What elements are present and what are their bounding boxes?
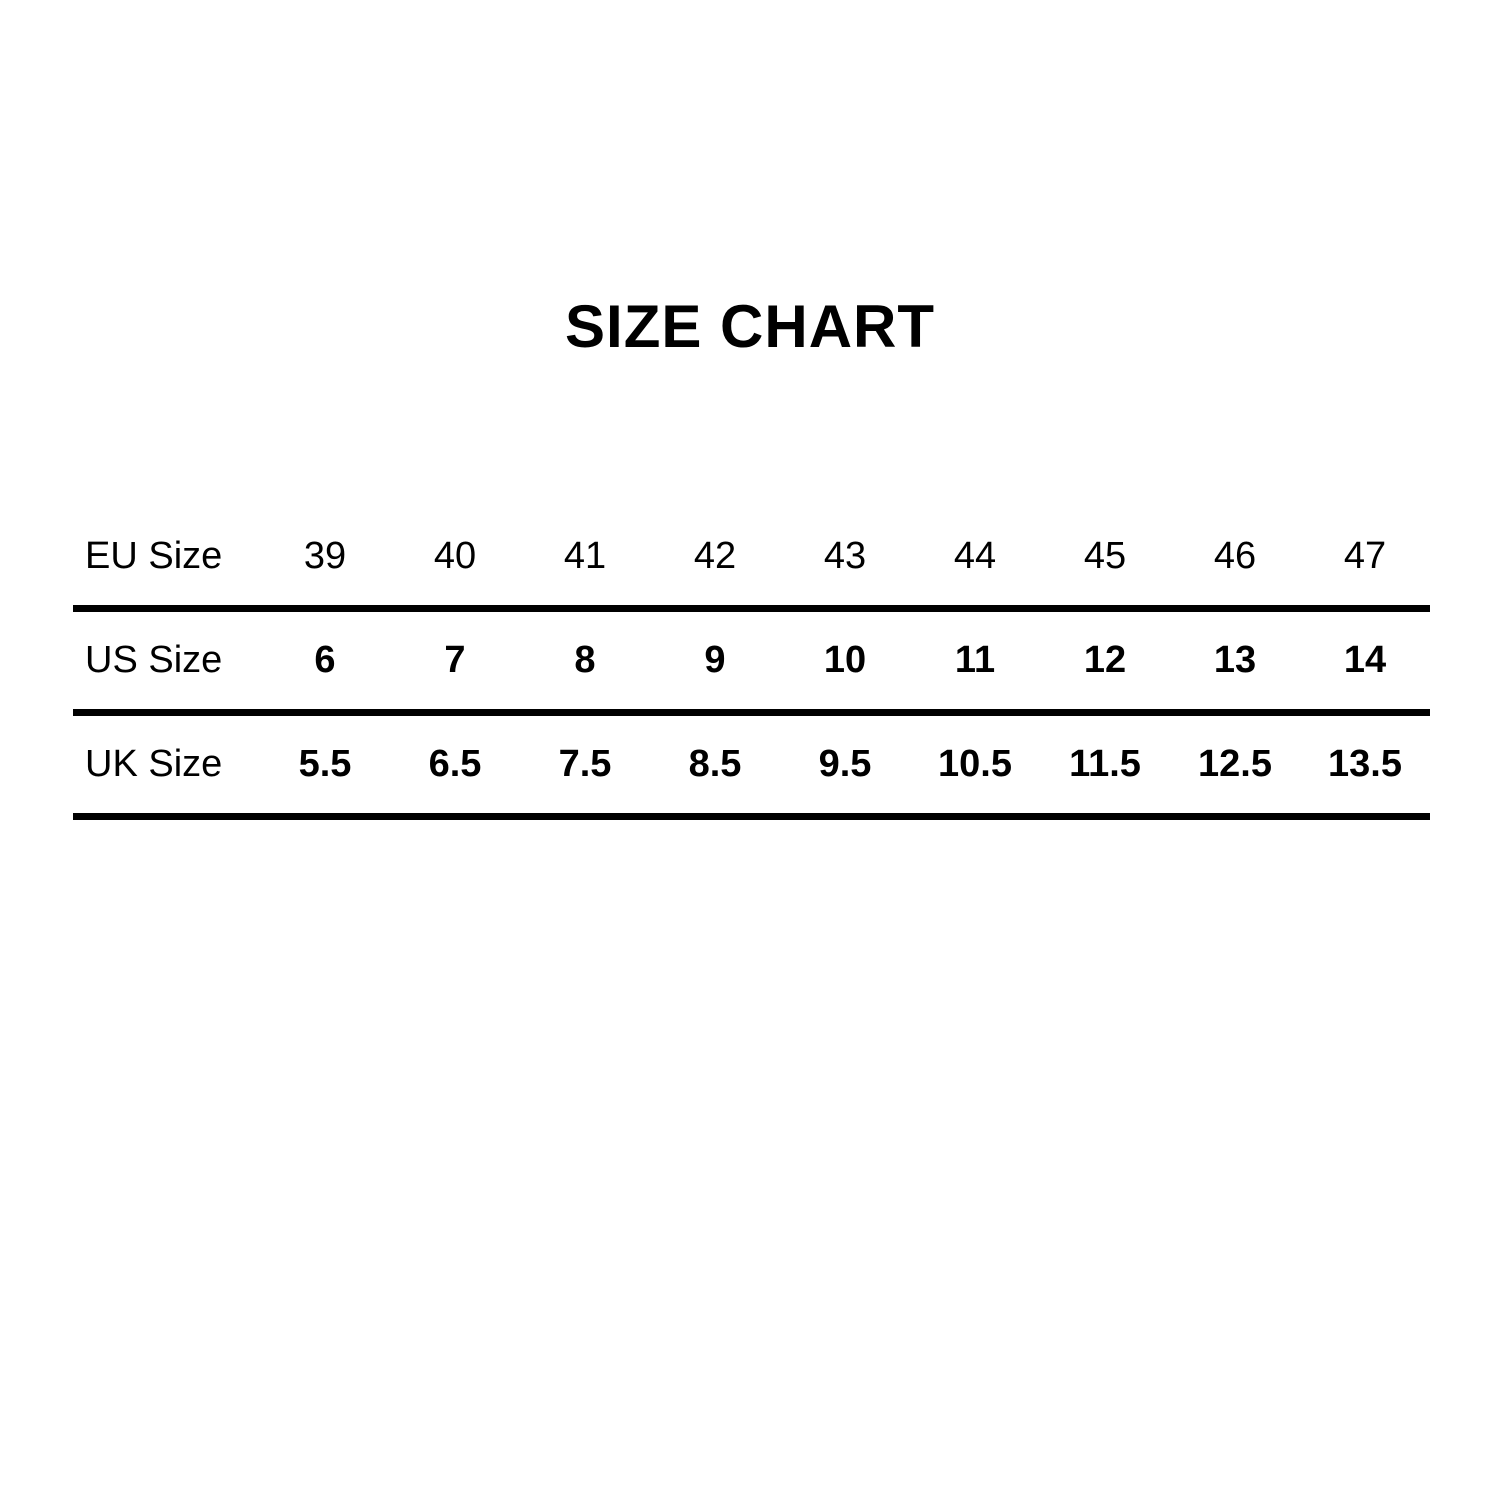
size-cell: 12.5 <box>1198 743 1272 785</box>
row-label-eu-size: EU Size <box>85 535 223 577</box>
size-cell: 47 <box>1343 535 1387 577</box>
row-label-uk-size: UK Size <box>85 743 223 785</box>
table-row-uk-size: UK Size 5.5 6.5 7.5 8.5 9.5 10.5 11.5 12… <box>73 716 1430 820</box>
table-row-eu-size: EU Size 39 40 41 42 43 44 45 46 47 <box>73 508 1430 612</box>
table-row-us-size: US Size 6 7 8 9 10 11 12 13 14 <box>73 612 1430 716</box>
size-cell: 5.5 <box>298 743 352 785</box>
size-cell: 41 <box>563 535 607 577</box>
size-chart-title: SIZE CHART <box>565 293 935 360</box>
size-cell: 8.5 <box>688 743 742 785</box>
size-cell: 40 <box>433 535 477 577</box>
size-cell: 43 <box>823 535 867 577</box>
size-chart-table: EU Size 39 40 41 42 43 44 45 46 47 US Si… <box>73 508 1430 820</box>
size-cell: 7.5 <box>558 743 612 785</box>
row-label-us-size: US Size <box>85 639 223 681</box>
size-cell: 11.5 <box>1069 743 1141 785</box>
size-cell: 44 <box>953 535 997 577</box>
size-cell: 8 <box>574 639 596 681</box>
size-cell: 12 <box>1083 639 1127 681</box>
size-cell: 13 <box>1213 639 1257 681</box>
size-cell: 6 <box>314 639 336 681</box>
size-cell: 39 <box>303 535 347 577</box>
size-cell: 11 <box>954 639 996 681</box>
size-cell: 7 <box>444 639 466 681</box>
size-cell: 6.5 <box>428 743 482 785</box>
size-cell: 46 <box>1213 535 1257 577</box>
size-cell: 42 <box>693 535 737 577</box>
size-cell: 9.5 <box>818 743 872 785</box>
size-cell: 14 <box>1343 639 1387 681</box>
size-cell: 10 <box>823 639 867 681</box>
size-cell: 10.5 <box>938 743 1012 785</box>
size-cell: 45 <box>1083 535 1127 577</box>
size-cell: 13.5 <box>1328 743 1402 785</box>
size-cell: 9 <box>704 639 726 681</box>
